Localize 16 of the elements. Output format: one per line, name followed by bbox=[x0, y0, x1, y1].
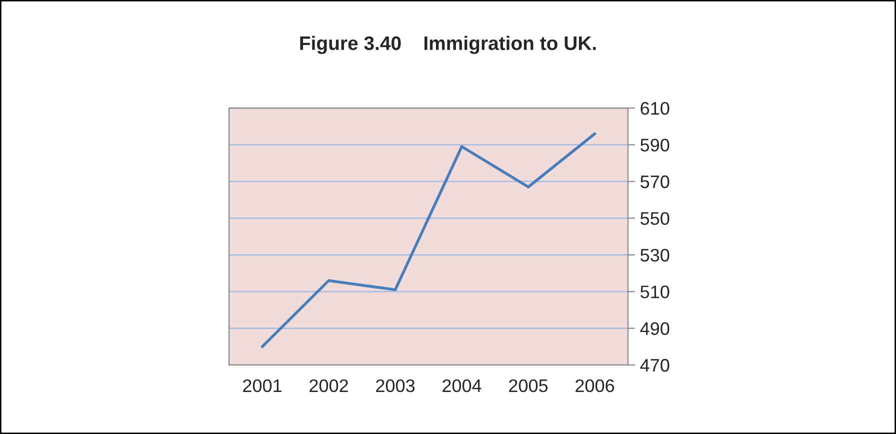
y-tick-label: 530 bbox=[640, 248, 670, 262]
y-tick-label: 510 bbox=[640, 286, 670, 298]
line-series bbox=[260, 132, 596, 348]
x-tick-label: 2002 bbox=[310, 379, 348, 392]
chart-title: Figure 3.40 Immigration to UK. bbox=[300, 36, 596, 54]
y-tick-label: 470 bbox=[640, 358, 670, 372]
x-tick-label: 2001 bbox=[243, 379, 282, 392]
x-tick-label: 2006 bbox=[576, 379, 614, 392]
x-tick-label: 2003 bbox=[376, 379, 415, 392]
y-tick-label: 590 bbox=[640, 138, 670, 152]
x-tick-label: 2004 bbox=[442, 379, 482, 392]
x-tick-label: 2005 bbox=[509, 379, 548, 392]
y-tick-label: 610 bbox=[640, 102, 670, 115]
y-tick-label: 550 bbox=[640, 212, 670, 225]
y-tick-label: 570 bbox=[640, 175, 670, 188]
y-tick-label: 490 bbox=[640, 322, 670, 336]
